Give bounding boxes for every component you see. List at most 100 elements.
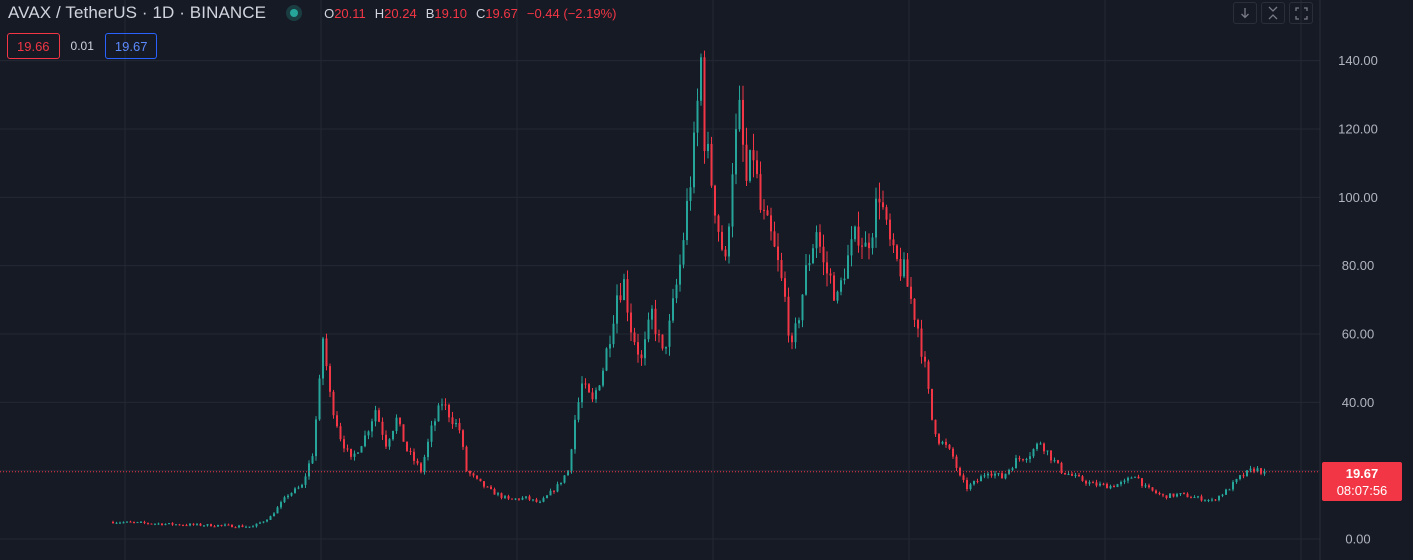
candle-body	[910, 286, 912, 299]
candle	[714, 184, 716, 224]
candle	[829, 268, 832, 284]
candle-body	[1172, 493, 1175, 497]
candle	[1141, 478, 1143, 488]
candle-body	[801, 294, 804, 321]
grid-lines	[0, 0, 1320, 560]
arrow-down-icon[interactable]	[1233, 2, 1257, 24]
candle	[126, 521, 128, 523]
candle-body	[619, 295, 622, 301]
candle	[882, 190, 884, 210]
candle	[1186, 492, 1189, 498]
candle	[686, 188, 688, 245]
candle	[1018, 455, 1021, 462]
candle	[381, 417, 384, 440]
candle	[1092, 480, 1094, 484]
candle	[444, 398, 447, 411]
candle-body	[1102, 483, 1105, 485]
candle	[217, 524, 219, 527]
candle-body	[899, 258, 902, 277]
candle-body	[185, 525, 188, 527]
candle	[318, 374, 321, 421]
candle-body	[455, 423, 457, 425]
candle-body	[343, 439, 345, 449]
candle	[808, 254, 811, 271]
candle-body	[518, 498, 520, 500]
candle-body	[143, 521, 146, 523]
candle	[1071, 472, 1073, 477]
symbol-title[interactable]: AVAX / TetherUS · 1D · BINANCE	[8, 3, 267, 22]
candle-body	[927, 361, 930, 389]
candle	[416, 458, 419, 466]
candle	[920, 319, 923, 364]
candle-body	[969, 484, 972, 490]
buy-button[interactable]: 19.67	[104, 33, 158, 59]
candle-body	[777, 246, 779, 261]
candle-body	[780, 260, 783, 279]
candle-body	[231, 524, 233, 528]
candle	[1074, 472, 1077, 478]
candle	[945, 438, 947, 448]
candle-body	[577, 402, 580, 420]
candle-body	[395, 417, 398, 432]
candle-body	[437, 405, 440, 422]
candle-body	[329, 366, 331, 392]
candle-body	[861, 245, 863, 247]
candle	[185, 523, 188, 527]
candle-body	[1116, 484, 1119, 488]
candle-body	[661, 334, 664, 349]
candle-body	[206, 524, 209, 526]
candle-body	[1071, 474, 1073, 476]
candle-body	[913, 298, 916, 320]
candle	[283, 495, 286, 503]
fullscreen-icon[interactable]	[1289, 2, 1313, 24]
candle	[721, 225, 723, 252]
candle-body	[241, 525, 244, 527]
candle-body	[1067, 474, 1070, 476]
sell-button[interactable]: 19.66	[7, 33, 60, 59]
candle	[668, 314, 671, 356]
candle-body	[833, 275, 835, 301]
candle	[147, 522, 149, 525]
candle-body	[476, 475, 478, 479]
candle	[924, 351, 926, 368]
candle-body	[364, 435, 366, 447]
candle-body	[119, 522, 121, 524]
candle	[406, 441, 408, 452]
candle-body	[497, 493, 499, 495]
candle-body	[938, 434, 940, 444]
candle-body	[773, 231, 776, 247]
candle	[973, 480, 975, 486]
candle	[322, 336, 324, 386]
candle	[1169, 493, 1171, 499]
candle-body	[462, 430, 464, 447]
candle	[385, 430, 387, 450]
candle	[150, 523, 153, 525]
candle-body	[129, 521, 132, 523]
candle	[252, 525, 254, 528]
candle-body	[581, 383, 583, 403]
candle	[1029, 452, 1031, 463]
candle	[420, 461, 422, 474]
candle	[518, 498, 520, 501]
candle	[329, 363, 331, 398]
candle-body	[483, 481, 485, 487]
candle-body	[164, 523, 167, 525]
candle	[248, 526, 251, 528]
candle-body	[490, 486, 492, 490]
candle	[213, 524, 216, 528]
candle	[1053, 457, 1056, 463]
candle	[206, 523, 209, 527]
candle	[168, 522, 170, 525]
candle-body	[840, 280, 842, 292]
candle	[1190, 495, 1192, 499]
candle-body	[458, 423, 461, 431]
candle-body	[213, 526, 216, 528]
candle	[581, 376, 583, 409]
candle-body	[469, 471, 471, 474]
collapse-icon[interactable]	[1261, 2, 1285, 24]
candle-body	[297, 487, 300, 489]
candle-body	[378, 410, 380, 422]
candle	[931, 388, 933, 421]
candle	[280, 500, 282, 510]
